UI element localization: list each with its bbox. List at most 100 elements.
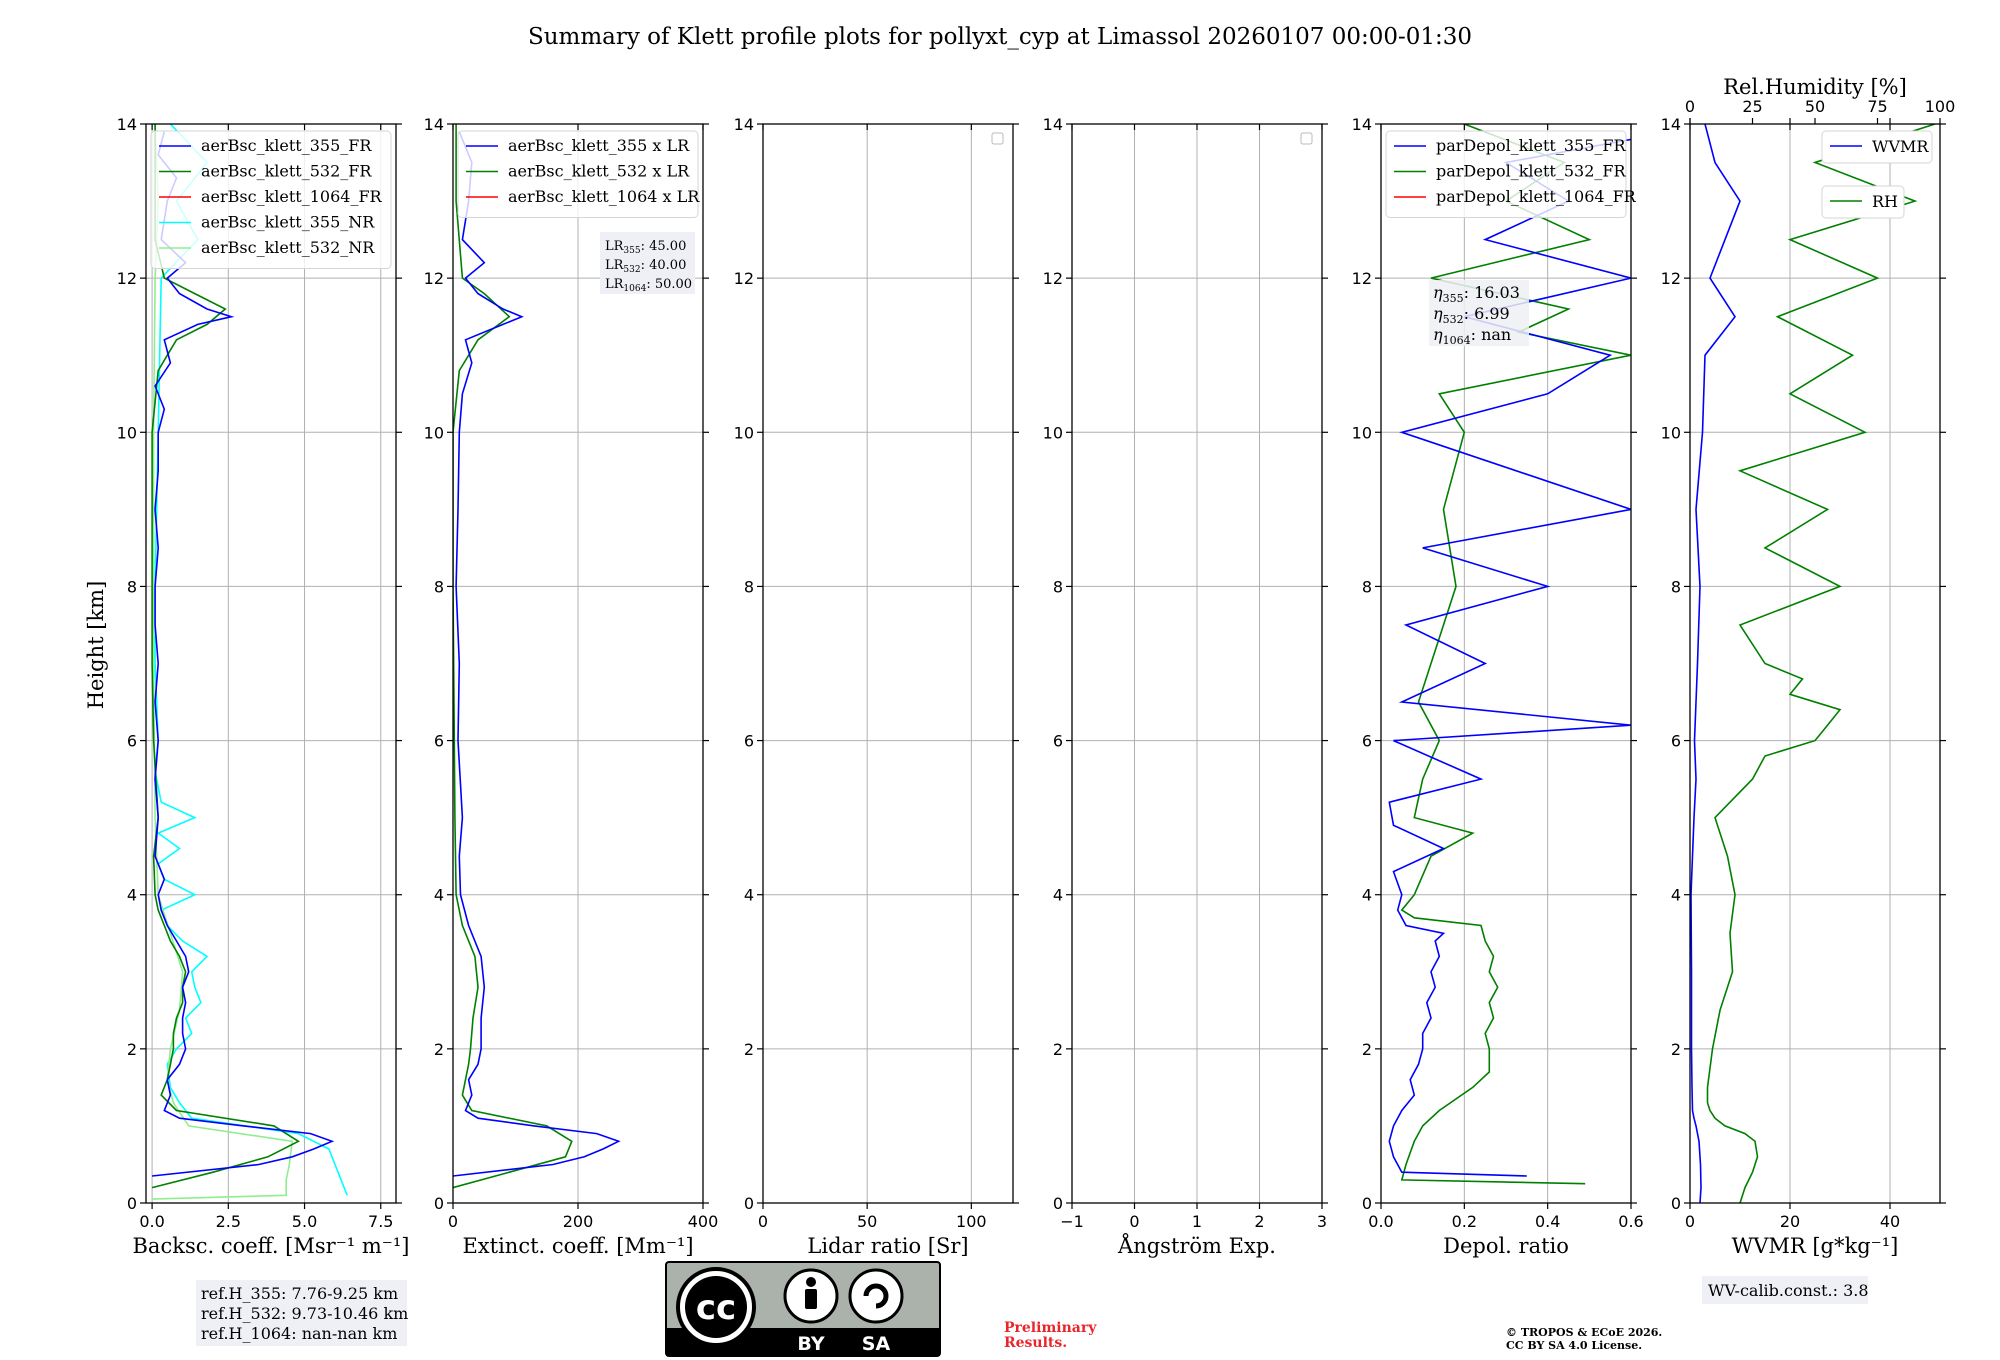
- lr-value: LR1064: 50.00: [605, 277, 692, 294]
- y-tick-label: 0: [1362, 1194, 1372, 1213]
- y-tick-label: 6: [127, 732, 137, 751]
- legend-label: parDepol_klett_532_FR: [1436, 162, 1627, 181]
- preliminary-text-2: Results.: [1004, 1335, 1067, 1351]
- x-tick-label: 40: [1880, 1212, 1900, 1231]
- top-x-tick-label: 100: [1925, 97, 1956, 116]
- x-tick-label: 0.2: [1452, 1212, 1477, 1231]
- legend-frame: [1385, 130, 1627, 218]
- legend-frame: [457, 130, 699, 218]
- x-tick-label: 1: [1192, 1212, 1202, 1231]
- legend-label: aerBsc_klett_532 x LR: [508, 162, 690, 181]
- legend-dep: parDepol_klett_355_FR parDepol_klett_532_…: [1385, 130, 1637, 218]
- y-tick-label: 8: [1053, 577, 1063, 596]
- y-tick-label: 2: [1362, 1040, 1372, 1059]
- series-pardepol-klett-355-fr: [1388, 138, 1631, 1177]
- y-tick-label: 10: [734, 423, 754, 442]
- x-tick-label: 0: [448, 1212, 458, 1231]
- y-tick-label: 8: [1671, 577, 1681, 596]
- eta-value: η532: 6.99: [1433, 304, 1510, 326]
- legend-frame: [150, 130, 392, 269]
- top-x-tick-label: 0: [1685, 97, 1695, 116]
- y-tick-label: 6: [1362, 732, 1372, 751]
- y-tick-label: 8: [434, 577, 444, 596]
- legend-label: RH: [1872, 192, 1898, 211]
- x-tick-label: 0: [1129, 1212, 1139, 1231]
- copyright-line-1: © TROPOS & ECoE 2026.: [1506, 1326, 1662, 1339]
- y-tick-label: 2: [434, 1040, 444, 1059]
- cc-by-label: BY: [797, 1333, 824, 1355]
- x-tick-label: 0.6: [1618, 1212, 1643, 1231]
- eta-value: η1064: nan: [1433, 325, 1511, 347]
- y-tick-label: 14: [1661, 115, 1681, 134]
- y-tick-label: 12: [1661, 269, 1681, 288]
- y-tick-label: 8: [744, 577, 754, 596]
- ref-height-1064: ref.H_1064: nan-nan km: [201, 1324, 397, 1343]
- preliminary-text-1: Preliminary: [1004, 1320, 1097, 1336]
- x-tick-label: 200: [563, 1212, 594, 1231]
- legend-label: parDepol_klett_355_FR: [1436, 136, 1627, 155]
- y-tick-label: 10: [1043, 423, 1063, 442]
- y-tick-label: 6: [744, 732, 754, 751]
- axes-frame: [1689, 123, 1941, 1204]
- x-axis-label: Lidar ratio [Sr]: [807, 1234, 968, 1258]
- empty-legend: [1300, 132, 1313, 145]
- y-tick-label: 14: [1043, 115, 1063, 134]
- panel-ext: 0 200 400 0 2 4 6 8 10 12 14 Extinct. coeff. [Mm⁻¹]…: [424, 115, 719, 1258]
- cc-license-logo: cc BY SA: [665, 1261, 941, 1357]
- legend-label: WVMR: [1872, 137, 1929, 156]
- wv-calib-box: WV-calib.const.: 3.8: [1702, 1276, 1869, 1304]
- y-tick-label: 4: [127, 886, 137, 905]
- x-tick-label: 0.0: [139, 1212, 164, 1231]
- y-tick-label: 10: [1661, 423, 1681, 442]
- x-tick-label: 0.0: [1368, 1212, 1393, 1231]
- x-tick-label: 2.5: [216, 1212, 241, 1231]
- panel-wv: 0 20 40 0 2 4 6 8 10 12 14 WVMR [g*kg⁻¹] 0 25 50 75 100 R…: [1661, 75, 1956, 1258]
- ref-heights-box: ref.H_355: 7.76-9.25 km ref.H_532: 9.73-…: [196, 1280, 408, 1346]
- y-tick-label: 2: [1053, 1040, 1063, 1059]
- series-aerbsc-klett-532-fr: [151, 124, 301, 1189]
- series-aerbsc-klett-355-fr: [152, 131, 335, 1177]
- sa-arrow-icon: [863, 1283, 889, 1309]
- y-tick-label: 2: [127, 1040, 137, 1059]
- legend-bsc: aerBsc_klett_355_FR aerBsc_klett_532_FRae…: [150, 130, 392, 269]
- y-tick-label: 4: [434, 886, 444, 905]
- y-tick-label: 0: [1671, 1194, 1681, 1213]
- legend-label: aerBsc_klett_355_FR: [201, 136, 372, 155]
- y-tick-label: 10: [1352, 423, 1372, 442]
- y-tick-label: 0: [127, 1194, 137, 1213]
- x-tick-label: 50: [857, 1212, 877, 1231]
- y-tick-label: 12: [117, 269, 137, 288]
- copyright-line-2: CC BY SA 4.0 License.: [1506, 1339, 1642, 1352]
- series-aerbsc-klett-532-x-lr: [453, 124, 573, 1189]
- empty-legend: [991, 132, 1004, 145]
- y-tick-label: 0: [434, 1194, 444, 1213]
- y-axis-label: Height [km]: [84, 581, 108, 710]
- panel-dep: 0.0 0.2 0.4 0.6 0 2 4 6 8 10 12 14 Depol. ratio parDe…: [1352, 115, 1644, 1258]
- top-axis-label: Rel.Humidity [%]: [1723, 75, 1907, 99]
- y-tick-label: 2: [744, 1040, 754, 1059]
- series-rh: [1706, 124, 1936, 1203]
- legend-ext: aerBsc_klett_355 x LR aerBsc_klett_532 x …: [457, 130, 700, 218]
- x-tick-label: 0: [758, 1212, 768, 1231]
- y-tick-label: 6: [434, 732, 444, 751]
- y-tick-label: 2: [1671, 1040, 1681, 1059]
- series-pardepol-klett-532-fr: [1400, 124, 1631, 1185]
- y-tick-label: 6: [1053, 732, 1063, 751]
- cc-sa-label: SA: [862, 1333, 891, 1355]
- x-tick-label: 100: [956, 1212, 987, 1231]
- lr-box: [600, 232, 695, 294]
- y-tick-label: 0: [744, 1194, 754, 1213]
- y-tick-label: 12: [1352, 269, 1372, 288]
- ref-height-355: ref.H_355: 7.76-9.25 km: [201, 1284, 398, 1303]
- ref-height-532: ref.H_532: 9.73-10.46 km: [201, 1304, 408, 1323]
- top-x-tick-label: 25: [1742, 97, 1762, 116]
- top-x-tick-label: 75: [1867, 97, 1887, 116]
- wv-calib-text: WV-calib.const.: 3.8: [1708, 1281, 1869, 1300]
- y-tick-label: 6: [1671, 732, 1681, 751]
- x-axis-label: Depol. ratio: [1443, 1234, 1569, 1258]
- panel-bsc: 0.0 2.5 5.0 7.5 0 2 4 6 8 10 12 14 Backsc. coeff. [M…: [117, 115, 410, 1258]
- legend-label: aerBsc_klett_355 x LR: [508, 136, 690, 155]
- legend-label: aerBsc_klett_532_FR: [201, 162, 372, 181]
